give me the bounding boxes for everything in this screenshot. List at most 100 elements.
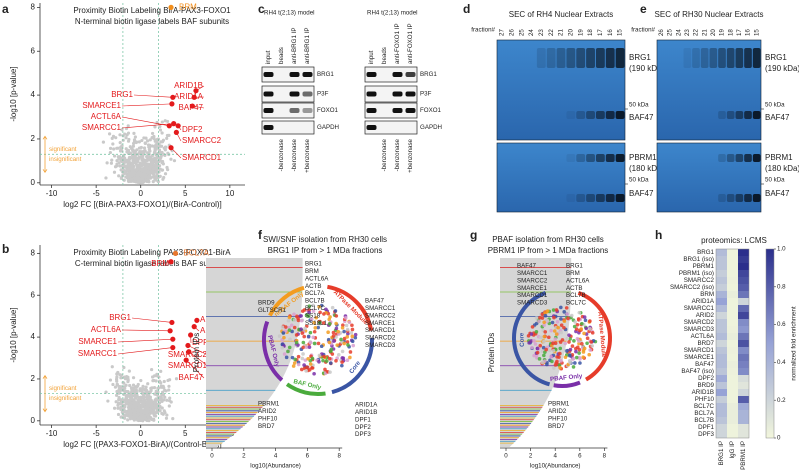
structure-atom	[331, 330, 336, 335]
background-point	[126, 380, 130, 384]
structure-atom	[543, 313, 548, 318]
blot-band	[576, 111, 586, 119]
background-point	[160, 411, 164, 416]
subunit-name: PHF10	[258, 415, 278, 422]
background-point	[133, 135, 137, 139]
subunit-name: ARID1B	[355, 409, 377, 416]
background-point	[166, 378, 170, 383]
background-point	[156, 386, 160, 390]
structure-atom	[542, 353, 546, 358]
structure-atom	[335, 343, 340, 347]
colorbar-tick-label: 0.6	[777, 321, 786, 328]
band-label: BAF47	[629, 189, 654, 198]
subunit-name: SMARCE1	[365, 320, 395, 327]
panel-subtitle: BRG1 IP from > 1 MDa fractions	[268, 246, 383, 255]
structure-atom	[344, 323, 349, 328]
structure-atom	[303, 358, 308, 362]
band-label: (180 kDa)	[765, 164, 799, 173]
background-point	[110, 158, 114, 162]
lane-label: anti-BRG1 IP	[291, 28, 298, 64]
background-point	[134, 140, 138, 145]
subunit-name: ACTL6A	[305, 275, 329, 282]
subunit-name: SMARCE1	[517, 285, 547, 292]
point-label: BRM	[179, 2, 197, 11]
colorbar	[765, 248, 775, 439]
subunit-name: BAF47	[365, 298, 384, 305]
structure-atom	[534, 316, 539, 320]
protein-label: GAPDH	[420, 124, 442, 131]
structure-atom	[308, 340, 313, 345]
blot-band	[392, 72, 403, 77]
background-point	[159, 140, 163, 144]
background-point	[115, 393, 119, 397]
structure-atom	[565, 336, 570, 341]
heatmap-cell	[738, 424, 749, 431]
panel-label: a	[2, 2, 9, 16]
heatmap-cell	[738, 270, 749, 277]
structure-atom	[543, 330, 548, 334]
structure-atom	[558, 351, 562, 356]
background-point	[138, 171, 142, 175]
background-point	[112, 170, 117, 174]
blot-frame	[261, 85, 315, 103]
colorbar-tick-label: 0.2	[777, 397, 786, 404]
subunit-name: PBRM1	[258, 401, 280, 408]
leader-line	[185, 359, 205, 379]
panel-label: d	[463, 2, 470, 16]
subunit-name: BCL7B	[305, 298, 325, 305]
subunit-name: SMARCC2	[517, 277, 548, 284]
x-tick-label: 2	[529, 453, 533, 460]
blot-band	[615, 154, 625, 162]
background-point	[164, 416, 169, 420]
structure-atom	[540, 360, 545, 365]
module-arc	[262, 320, 284, 382]
structure-atom	[286, 349, 290, 354]
blot-band	[752, 48, 761, 68]
structure-atom	[287, 345, 292, 350]
data-point	[191, 94, 197, 100]
row-label: BAF47 (iso)	[681, 368, 714, 375]
subunit-name: BRG1	[305, 261, 322, 268]
subunit-name: BRD7	[258, 423, 275, 430]
heatmap-cell	[716, 361, 727, 368]
background-point	[142, 146, 147, 150]
background-point	[165, 398, 169, 402]
heatmap-cell	[738, 256, 749, 263]
y-tick-label: 2	[31, 134, 36, 143]
heatmap-cell	[716, 417, 727, 424]
structure-atom	[310, 356, 315, 361]
data-point	[170, 344, 176, 351]
subunit-name: ARID1A	[355, 402, 378, 409]
background-point	[134, 168, 139, 172]
structure-atom	[589, 340, 593, 344]
subunit-name: SMARCC2	[365, 312, 396, 319]
structure-atom	[542, 339, 546, 344]
structure-atom	[296, 316, 300, 321]
fraction-number: 20	[710, 29, 717, 36]
colorbar-tick-label: 0.8	[777, 283, 786, 290]
heatmap-cell	[727, 368, 738, 375]
background-point	[135, 413, 139, 418]
background-point	[138, 400, 142, 404]
structure-atom	[545, 318, 550, 323]
background-point	[174, 377, 179, 381]
structure-atom	[292, 361, 297, 365]
structure-atom	[348, 350, 353, 354]
protein-label: BRG1	[317, 71, 334, 78]
x-tick-label: 6	[578, 453, 582, 460]
background-point	[136, 382, 140, 387]
blot-band	[726, 194, 735, 202]
background-point	[168, 396, 172, 400]
panel-subtitle: N-terminal biotin ligase labels BAF subu…	[75, 17, 229, 26]
data-point	[170, 94, 176, 100]
background-point	[167, 133, 171, 137]
structure-atom	[317, 353, 322, 358]
structure-atom	[345, 358, 350, 363]
blot-band	[605, 111, 615, 119]
structure-atom	[328, 370, 332, 374]
subunit-name: SMARCC1	[365, 305, 396, 312]
colorbar-label: normalized fold enrichment	[791, 306, 798, 381]
x-tick-label: 0	[210, 453, 214, 460]
y-tick-label: 8	[31, 2, 36, 11]
background-point	[121, 165, 125, 170]
